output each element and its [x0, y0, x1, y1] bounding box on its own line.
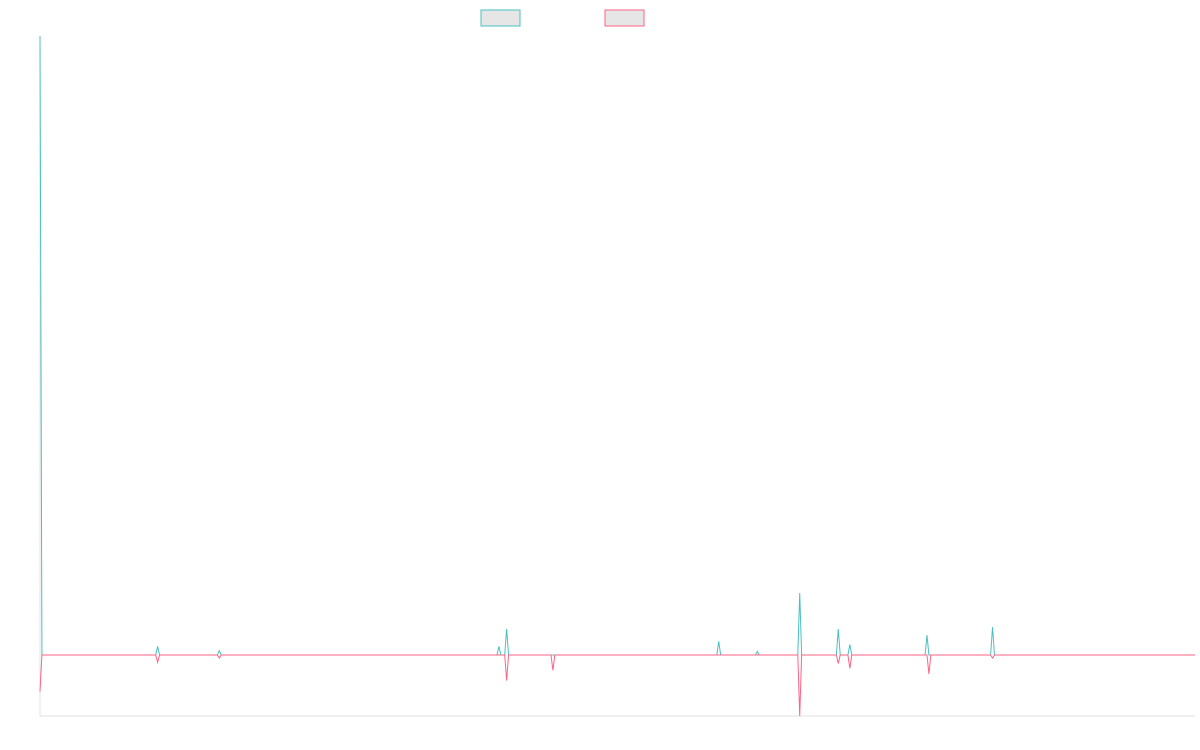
legend — [480, 9, 645, 27]
series-layer — [39, 35, 1195, 717]
legend-swatch-series-1[interactable] — [480, 9, 521, 27]
series-line-1 — [39, 35, 1195, 656]
legend-swatch-series-2[interactable] — [604, 9, 645, 27]
series-line-2 — [39, 654, 1195, 717]
axes — [39, 36, 1195, 717]
